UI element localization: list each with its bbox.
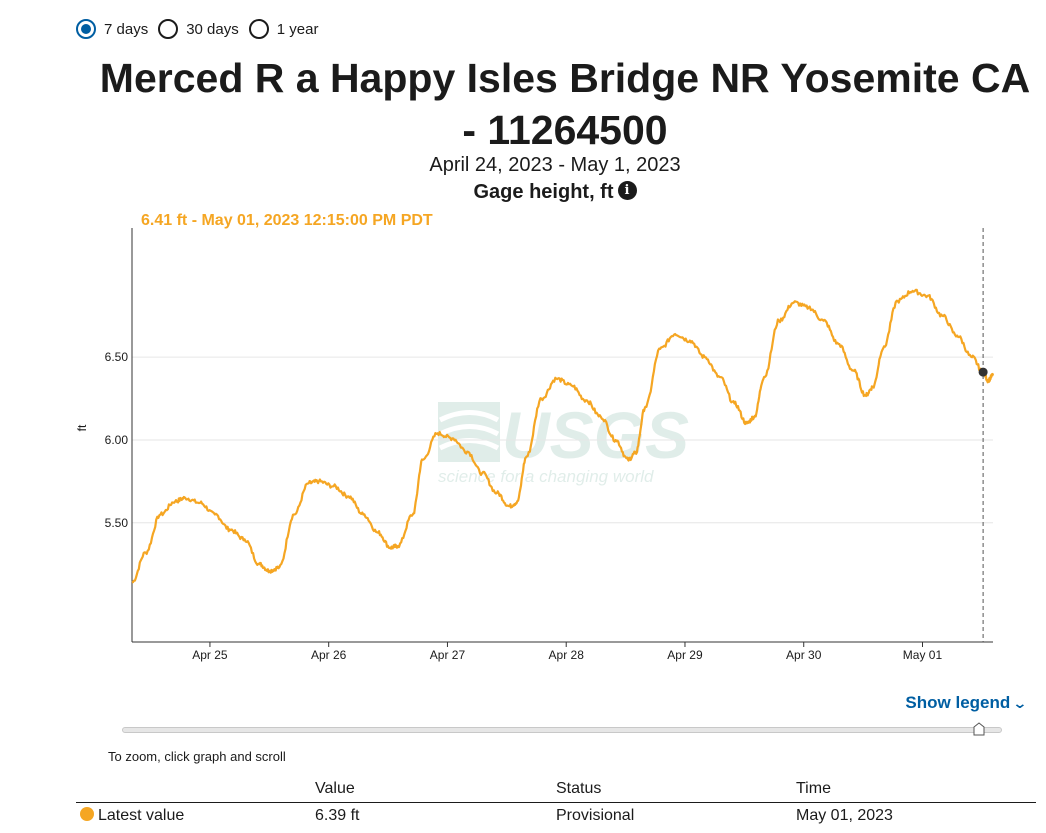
usgs-logo-icon [438,402,500,462]
brush-track[interactable] [122,727,1002,733]
radio-1-year-label: 1 year [276,20,319,38]
hover-tooltip: 6.41 ft - May 01, 2023 12:15:00 PM PDT [141,212,433,229]
usgs-watermark: USGS science for a changing world [438,398,689,486]
parameter-label: Gage height, ft [473,181,614,203]
radio-7-days-label: 7 days [104,20,149,38]
title-line-1: Merced R a Happy Isles Bridge NR Yosemit… [99,55,1031,101]
x-tick-label: Apr 30 [786,648,822,662]
row-label: Latest value [98,807,185,824]
x-tick-label: Apr 26 [311,648,347,662]
x-tick-label: Apr 29 [667,648,703,662]
radio-30-days-circle[interactable] [158,19,179,39]
show-legend-label: Show legend [905,693,1011,712]
radio-1-year[interactable]: 1 year [248,19,319,39]
chevron-down-icon: ⌄ [1012,695,1028,711]
y-axis-label: ft [75,424,89,431]
row-status: Provisional [556,807,635,824]
header-status: Status [556,780,602,797]
radio-30-days[interactable]: 30 days [158,19,239,39]
x-tick-label: Apr 27 [430,648,466,662]
table-header: Value Status Time [76,776,1036,803]
radio-1-year-circle[interactable] [248,19,269,39]
row-value: 6.39 ft [315,807,360,824]
zoom-hint: To zoom, click graph and scroll [108,749,286,764]
cursor-point [978,367,988,377]
y-tick-label: 5.50 [105,516,129,530]
x-tick-label: May 01 [903,648,943,662]
x-tick-label: Apr 28 [549,648,585,662]
header-value: Value [315,780,355,797]
header-time: Time [796,780,831,797]
radio-7-days-circle[interactable] [76,19,96,39]
series-line-gage-height [131,288,995,584]
row-time: May 01, 2023 [796,807,893,824]
series-dot-icon [80,807,94,821]
title-line-2: - 11264500 [462,107,668,153]
brush-handle[interactable] [973,722,985,736]
usgs-watermark-tagline: science for a changing world [438,467,654,486]
x-tick-label: Apr 25 [192,648,228,662]
info-icon[interactable]: i [617,181,637,200]
date-range: April 24, 2023 - May 1, 2023 [429,154,681,176]
radio-30-days-label: 30 days [186,20,239,38]
y-tick-label: 6.00 [105,433,129,447]
parameter-heading: Gage height, ft i [0,181,1046,204]
table-row: Latest value 6.39 ft Provisional May 01,… [76,803,1036,829]
time-range-selector: 7 days 30 days 1 year [76,19,328,39]
radio-7-days[interactable]: 7 days [76,19,148,39]
show-legend-button[interactable]: Show legend ⌄ [905,693,1028,713]
y-tick-label: 6.50 [105,350,129,364]
page-title: Merced R a Happy Isles Bridge NR Yosemit… [60,52,1046,156]
latest-value-table: Value Status Time Latest value 6.39 ft P… [76,776,1036,829]
